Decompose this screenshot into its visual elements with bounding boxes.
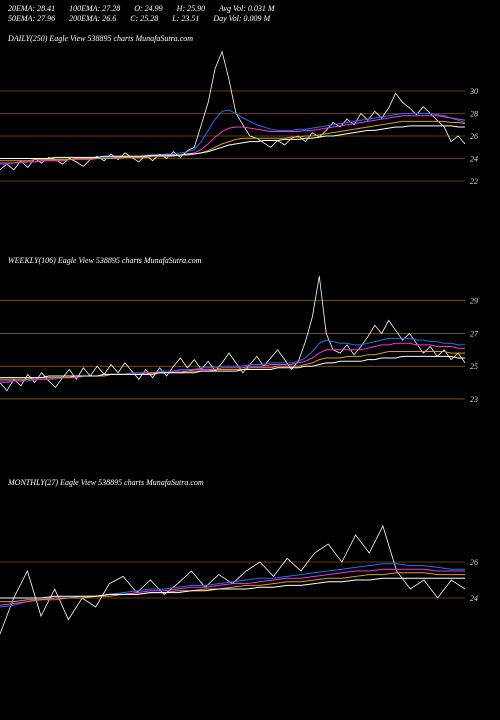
panel-title: DAILY(250) Eagle View 538895 charts Muna… bbox=[8, 34, 193, 43]
open: O: 24.99 bbox=[134, 4, 162, 13]
series-line bbox=[0, 343, 465, 381]
chart-panel: 24 26 bbox=[0, 490, 500, 670]
axis-label: 26 bbox=[470, 558, 478, 567]
stats-row-2: 50EMA: 27.96 200EMA: 26.6 C: 25.28 L: 23… bbox=[8, 14, 287, 24]
axis-label: 23 bbox=[470, 395, 478, 404]
axis-label: 29 bbox=[470, 297, 478, 306]
axis-label: 25 bbox=[470, 362, 478, 371]
chart-panel: 22 24 26 28 30 bbox=[0, 46, 500, 226]
low: L: 23.51 bbox=[172, 14, 199, 23]
ema50: 50EMA: 27.96 bbox=[8, 14, 55, 23]
ema20: 20EMA: 28.41 bbox=[8, 4, 55, 13]
series-line bbox=[0, 110, 465, 164]
stats-header: 20EMA: 28.41 100EMA: 27.28 O: 24.99 H: 2… bbox=[8, 4, 287, 24]
series-line bbox=[0, 578, 465, 598]
stats-row-1: 20EMA: 28.41 100EMA: 27.28 O: 24.99 H: 2… bbox=[8, 4, 287, 14]
series-line bbox=[0, 126, 465, 159]
series-line bbox=[0, 356, 465, 377]
series-line bbox=[0, 564, 465, 607]
axis-label: 24 bbox=[470, 155, 478, 164]
series-line bbox=[0, 352, 465, 380]
high: H: 25.90 bbox=[177, 4, 205, 13]
axis-label: 22 bbox=[470, 177, 478, 186]
series-line bbox=[0, 52, 465, 170]
ema200: 200EMA: 26.6 bbox=[69, 14, 116, 23]
avgvol: Avg Vol: 0.031 M bbox=[219, 4, 275, 13]
axis-label: 24 bbox=[470, 594, 478, 603]
dayvol: Day Vol: 0.009 M bbox=[213, 14, 270, 23]
axis-label: 27 bbox=[470, 329, 479, 338]
panel-title: WEEKLY(106) Eagle View 538895 charts Mun… bbox=[8, 256, 201, 265]
series-line bbox=[0, 573, 465, 602]
ema100: 100EMA: 27.28 bbox=[69, 4, 120, 13]
panel-title: MONTHLY(27) Eagle View 538895 charts Mun… bbox=[8, 478, 204, 487]
series-line bbox=[0, 526, 465, 634]
axis-label: 30 bbox=[469, 87, 478, 96]
axis-label: 26 bbox=[470, 132, 478, 141]
chart-panel: 23 25 27 29 bbox=[0, 268, 500, 448]
axis-label: 28 bbox=[470, 110, 478, 119]
close: C: 25.28 bbox=[130, 14, 158, 23]
